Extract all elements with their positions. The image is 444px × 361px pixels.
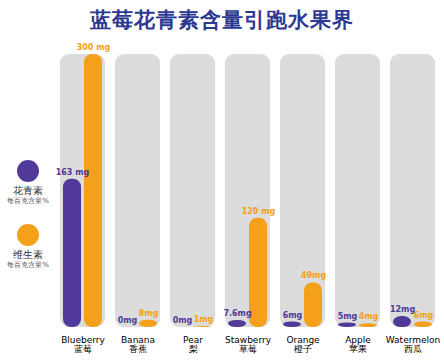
- svg-text:8mg: 8mg: [139, 309, 159, 318]
- svg-text:49mg: 49mg: [301, 271, 326, 280]
- svg-text:Orange橙子: Orange橙子: [286, 335, 320, 354]
- svg-text:0mg: 0mg: [118, 316, 138, 325]
- svg-text:Pear梨: Pear梨: [183, 335, 203, 354]
- svg-text:0mg: 0mg: [173, 316, 193, 325]
- svg-text:120 mg: 120 mg: [242, 207, 276, 216]
- svg-text:12mg: 12mg: [390, 305, 415, 314]
- svg-text:4mg: 4mg: [359, 312, 379, 321]
- svg-text:5mg: 5mg: [338, 312, 358, 321]
- svg-text:300 mg: 300 mg: [77, 43, 111, 52]
- html-text:维生素: 维生素: [13, 249, 43, 260]
- svg-text:Blueberry蓝莓: Blueberry蓝莓: [61, 335, 105, 354]
- html-text:每百克含量%: 每百克含量%: [7, 261, 49, 269]
- html-text:每百克含量%: 每百克含量%: [7, 197, 49, 205]
- svg-text:Apple苹果: Apple苹果: [345, 335, 371, 354]
- svg-text:Banana香蕉: Banana香蕉: [121, 335, 155, 354]
- svg-text:7.6mg: 7.6mg: [223, 309, 252, 318]
- html-text:蓝莓花青素含量引跑水果界: 蓝莓花青素含量引跑水果界: [90, 8, 354, 32]
- html-text:花青素: 花青素: [13, 185, 43, 196]
- svg-text:6mg: 6mg: [414, 311, 434, 320]
- svg-text:163 mg: 163 mg: [56, 168, 90, 177]
- svg-text:Watermelon西瓜: Watermelon西瓜: [386, 335, 440, 354]
- svg-text:Stawberry草莓: Stawberry草莓: [225, 335, 272, 354]
- svg-text:1mg: 1mg: [194, 315, 214, 324]
- svg-text:6mg: 6mg: [283, 311, 303, 320]
